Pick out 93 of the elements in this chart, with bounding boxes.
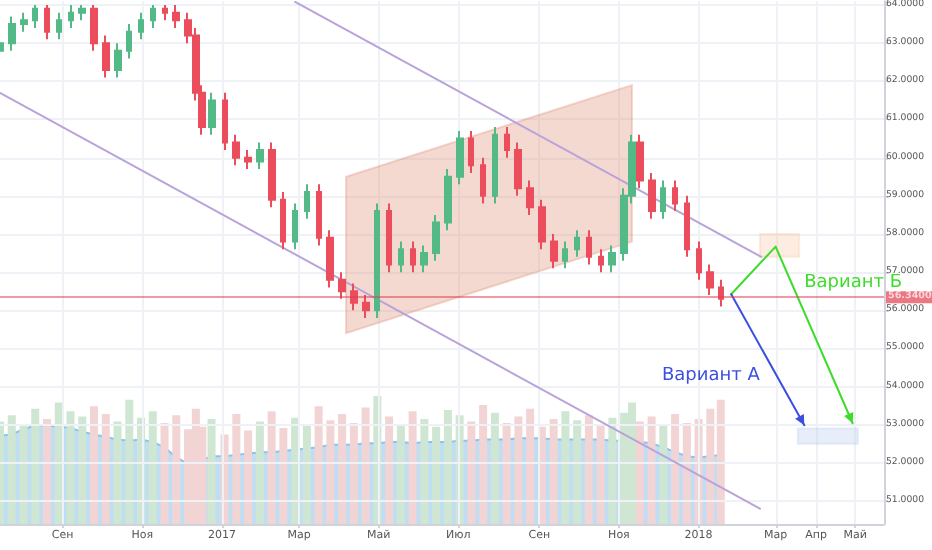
bar	[526, 408, 535, 524]
candlestick	[504, 126, 510, 159]
candlestick	[362, 294, 370, 319]
series-label: Вариант А	[661, 365, 762, 386]
candlestick	[338, 271, 346, 300]
candlestick	[386, 202, 392, 274]
candlestick	[410, 240, 416, 274]
candlestick	[398, 240, 404, 274]
candlestick	[706, 263, 714, 297]
candlestick	[114, 42, 122, 79]
candlestick	[8, 15, 16, 52]
candlestick	[162, 4, 168, 22]
candlestick	[574, 229, 580, 258]
candlestick	[660, 179, 666, 220]
candlestick	[468, 129, 474, 174]
candlestick	[598, 248, 604, 274]
candlestick	[316, 183, 322, 247]
candlestick	[636, 133, 644, 190]
bar	[7, 415, 16, 524]
bar	[101, 413, 110, 524]
bar	[148, 411, 157, 524]
bar	[90, 406, 99, 524]
bar	[432, 426, 441, 524]
bar	[647, 416, 656, 524]
bar	[302, 424, 311, 524]
candlestick	[102, 34, 110, 79]
bar	[584, 415, 593, 524]
bar	[244, 430, 253, 524]
bar	[659, 425, 668, 524]
candlestick	[444, 168, 452, 232]
bar	[207, 419, 216, 524]
bar	[338, 413, 347, 524]
candlestick	[672, 179, 678, 213]
candlestick	[280, 190, 286, 251]
bar	[573, 420, 582, 524]
candlestick	[292, 202, 298, 251]
candlestick	[138, 11, 144, 41]
bar	[43, 419, 52, 524]
candlestick	[90, 4, 98, 52]
candlestick	[374, 202, 380, 319]
candlestick	[608, 244, 616, 274]
bar	[608, 417, 617, 524]
candlestick	[232, 133, 240, 167]
bar	[635, 421, 644, 524]
candlestick	[68, 4, 74, 29]
candlestick	[538, 198, 546, 251]
candlestick	[718, 278, 724, 308]
candlestick	[256, 141, 264, 171]
candlestick	[78, 4, 86, 22]
candlestick	[420, 244, 428, 274]
bar	[349, 422, 358, 524]
candlestick	[268, 141, 276, 209]
candlestick	[586, 229, 592, 266]
candlestick	[684, 194, 690, 258]
candlestick	[550, 232, 558, 270]
candlestick	[150, 4, 156, 29]
candlestick	[44, 4, 50, 41]
bar	[549, 419, 558, 524]
bar	[420, 419, 429, 524]
candlestick	[326, 229, 334, 289]
bar	[396, 424, 405, 524]
candlestick	[126, 23, 132, 60]
bar	[671, 413, 680, 524]
bar	[627, 402, 636, 524]
bar	[408, 411, 417, 524]
candlestick	[32, 4, 38, 29]
bar	[596, 424, 605, 524]
candlestick	[456, 129, 464, 186]
candlestick	[208, 91, 216, 136]
candlestick	[20, 11, 28, 33]
candlestick	[56, 11, 62, 41]
candlestick	[432, 213, 440, 262]
series-label: Вариант Б	[804, 272, 903, 293]
candlestick	[696, 240, 702, 281]
candlestick	[492, 126, 498, 205]
bar	[255, 421, 264, 524]
candlestick	[222, 91, 228, 152]
candlestick	[244, 149, 252, 171]
bar	[479, 404, 488, 524]
candlestick	[514, 141, 522, 197]
candlestick	[562, 240, 568, 270]
bar	[467, 421, 476, 524]
candlestick	[304, 183, 310, 220]
bar	[682, 422, 691, 524]
bar	[490, 412, 499, 524]
candlestick	[172, 4, 180, 29]
bar	[361, 407, 370, 524]
candlestick	[648, 171, 656, 220]
candlestick	[526, 179, 534, 216]
bar	[561, 411, 570, 524]
candlestick	[480, 156, 486, 205]
bar	[443, 410, 452, 524]
bar	[385, 416, 394, 524]
